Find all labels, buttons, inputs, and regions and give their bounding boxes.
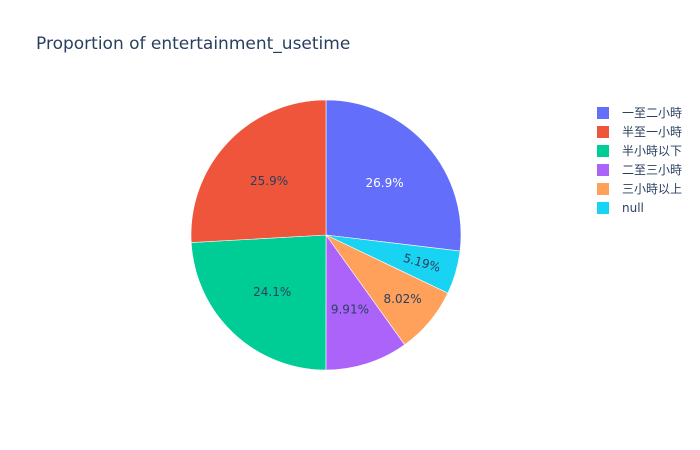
pie-slice-label-4: 9.91% [331, 303, 369, 317]
legend-label: 三小時以上 [622, 182, 683, 196]
legend-swatch [597, 182, 609, 195]
legend-item-3[interactable]: 半小時以下 [597, 141, 682, 160]
legend-label: null [622, 200, 644, 215]
pie-slice-label-6: 25.9% [250, 174, 288, 188]
legend-item-6[interactable]: null [597, 198, 682, 217]
pie-labels: 26.9%5.19%8.02%9.91%24.1%25.9% [250, 174, 442, 316]
legend-item-4[interactable]: 二至三小時 [597, 160, 682, 179]
pie-slice-label-5: 24.1% [253, 285, 291, 299]
legend-item-5[interactable]: 三小時以上 [597, 179, 682, 198]
legend-label: 半小時以下 [622, 144, 683, 158]
legend-swatch [597, 163, 609, 176]
legend-swatch [597, 144, 609, 157]
legend-label: 半至一小時 [622, 125, 683, 139]
pie-slice-1[interactable] [325, 99, 462, 252]
legend-label: 二至三小時 [622, 163, 683, 177]
pie-slice-5[interactable] [190, 234, 327, 371]
legend-swatch [597, 125, 609, 138]
pie-slices [190, 99, 462, 371]
legend-item-2[interactable]: 半至一小時 [597, 122, 682, 141]
chart-title: Proportion of entertainment_usetime [36, 34, 351, 54]
pie-slice-6[interactable] [190, 99, 327, 243]
pie-slice-4[interactable] [325, 234, 406, 371]
legend-swatch [597, 106, 609, 119]
legend-label: 一至二小時 [622, 106, 683, 120]
pie-slice-label-1: 26.9% [365, 176, 403, 190]
legend: 一至二小時半至一小時半小時以下二至三小時三小時以上 null [597, 103, 682, 217]
legend-swatch [597, 201, 609, 214]
legend-item-1[interactable]: 一至二小時 [597, 103, 682, 122]
pie-slice-label-3: 8.02% [384, 292, 422, 306]
